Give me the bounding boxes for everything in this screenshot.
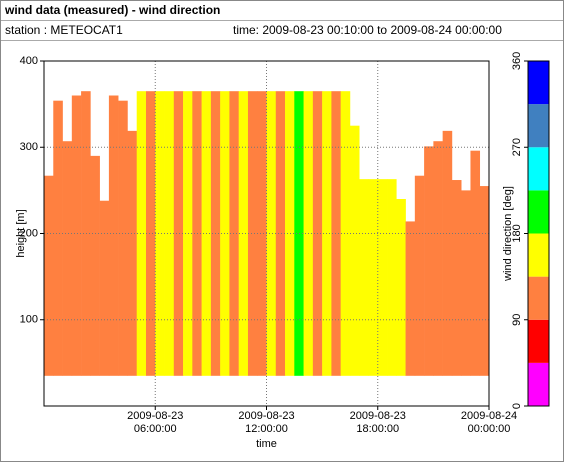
colorbar-tick-label: 270: [511, 138, 523, 156]
subheader: station : METEOCAT1 time: 2009-08-23 00:…: [1, 21, 563, 41]
cell-column: [164, 91, 175, 376]
cell-column: [461, 190, 471, 376]
cell-column: [424, 146, 434, 376]
cell-column: [53, 100, 63, 376]
cell-column: [136, 91, 147, 376]
x-tick-label: 2009-08-23 12:00:00: [238, 410, 295, 435]
cell-column: [99, 200, 110, 376]
cell-column: [108, 95, 119, 376]
cell-column: [470, 150, 481, 376]
y-tick-label: 100: [20, 314, 38, 326]
title: wind data (measured) - wind direction: [1, 1, 563, 21]
colorbar-bin: [528, 319, 549, 363]
cell-column: [247, 91, 258, 376]
cell-column: [275, 91, 286, 376]
x-tick-label: 2009-08-23 06:00:00: [127, 410, 184, 435]
cell-column: [90, 155, 100, 376]
chart: 100 200 300 400 2009-08-23 06:00:00 2009-08-2…: [15, 52, 550, 450]
cell-column: [387, 179, 397, 376]
cell-column: [62, 141, 73, 376]
x-tick-label-box: 2009-08-24 00:00:00: [460, 410, 518, 435]
cell-column: [183, 91, 193, 376]
x-tick-label-box: 2009-08-23 06:00:00: [127, 410, 184, 435]
cell-column: [396, 199, 406, 376]
cell-column: [118, 100, 128, 376]
cell-column: [433, 141, 443, 376]
x-axis-label: time: [256, 438, 277, 450]
y-tick-label: 400: [20, 55, 38, 67]
y-axis-label: height [m]: [15, 209, 27, 257]
station: station : METEOCAT1: [5, 23, 123, 37]
cell-column: [451, 180, 462, 376]
cell-column: [414, 175, 425, 376]
y-tick-label: 200: [20, 227, 38, 239]
colorbar-tick-label: 0: [511, 403, 523, 409]
cell-column: [359, 179, 369, 376]
cell-column: [285, 91, 295, 376]
cell-column: [44, 175, 54, 376]
cell-column: [71, 95, 82, 376]
y-tick-label: 300: [20, 141, 38, 153]
colorbar-bin: [528, 233, 549, 277]
cell-column: [81, 91, 91, 376]
colorbar-tick-label: 180: [511, 224, 523, 242]
colorbar-label: wind direction [deg]: [502, 186, 514, 282]
x-tick-label-box: 2009-08-23 18:00:00: [349, 410, 406, 435]
cell-column: [405, 221, 416, 376]
colorbar-tick-label: 360: [511, 52, 523, 70]
cell-column: [229, 91, 239, 376]
colorbar-bin: [528, 190, 549, 234]
plot-frame: [43, 60, 490, 407]
cell-column: [257, 91, 267, 376]
colorbar-bin: [528, 147, 549, 191]
cell-column: [145, 91, 156, 376]
x-tick-label: 2009-08-24 00:00:00: [460, 410, 518, 435]
cell-column: [266, 91, 277, 376]
colorbar-bin: [528, 61, 549, 105]
cell-column: [349, 125, 360, 376]
cell-column: [155, 91, 165, 376]
period: time: 2009-08-23 00:10:00 to 2009-08-24 …: [233, 23, 502, 37]
cell-column: [238, 91, 249, 376]
x-tick-label-box: 2009-08-23 12:00:00: [238, 410, 295, 435]
cell-column: [127, 130, 138, 376]
cell-column: [377, 179, 388, 376]
cell-column: [368, 179, 379, 376]
colorbar-bin: [528, 104, 549, 148]
cell-column: [331, 91, 341, 376]
cell-column: [479, 186, 490, 376]
cell-column: [442, 130, 453, 376]
colorbar-bin: [528, 362, 549, 406]
cell-column: [340, 91, 351, 376]
colorbar-bin: [528, 276, 549, 320]
colorbar-tick-label: 90: [511, 314, 523, 326]
cell-column: [173, 91, 184, 376]
x-tick-label: 2009-08-23 18:00:00: [349, 410, 406, 435]
